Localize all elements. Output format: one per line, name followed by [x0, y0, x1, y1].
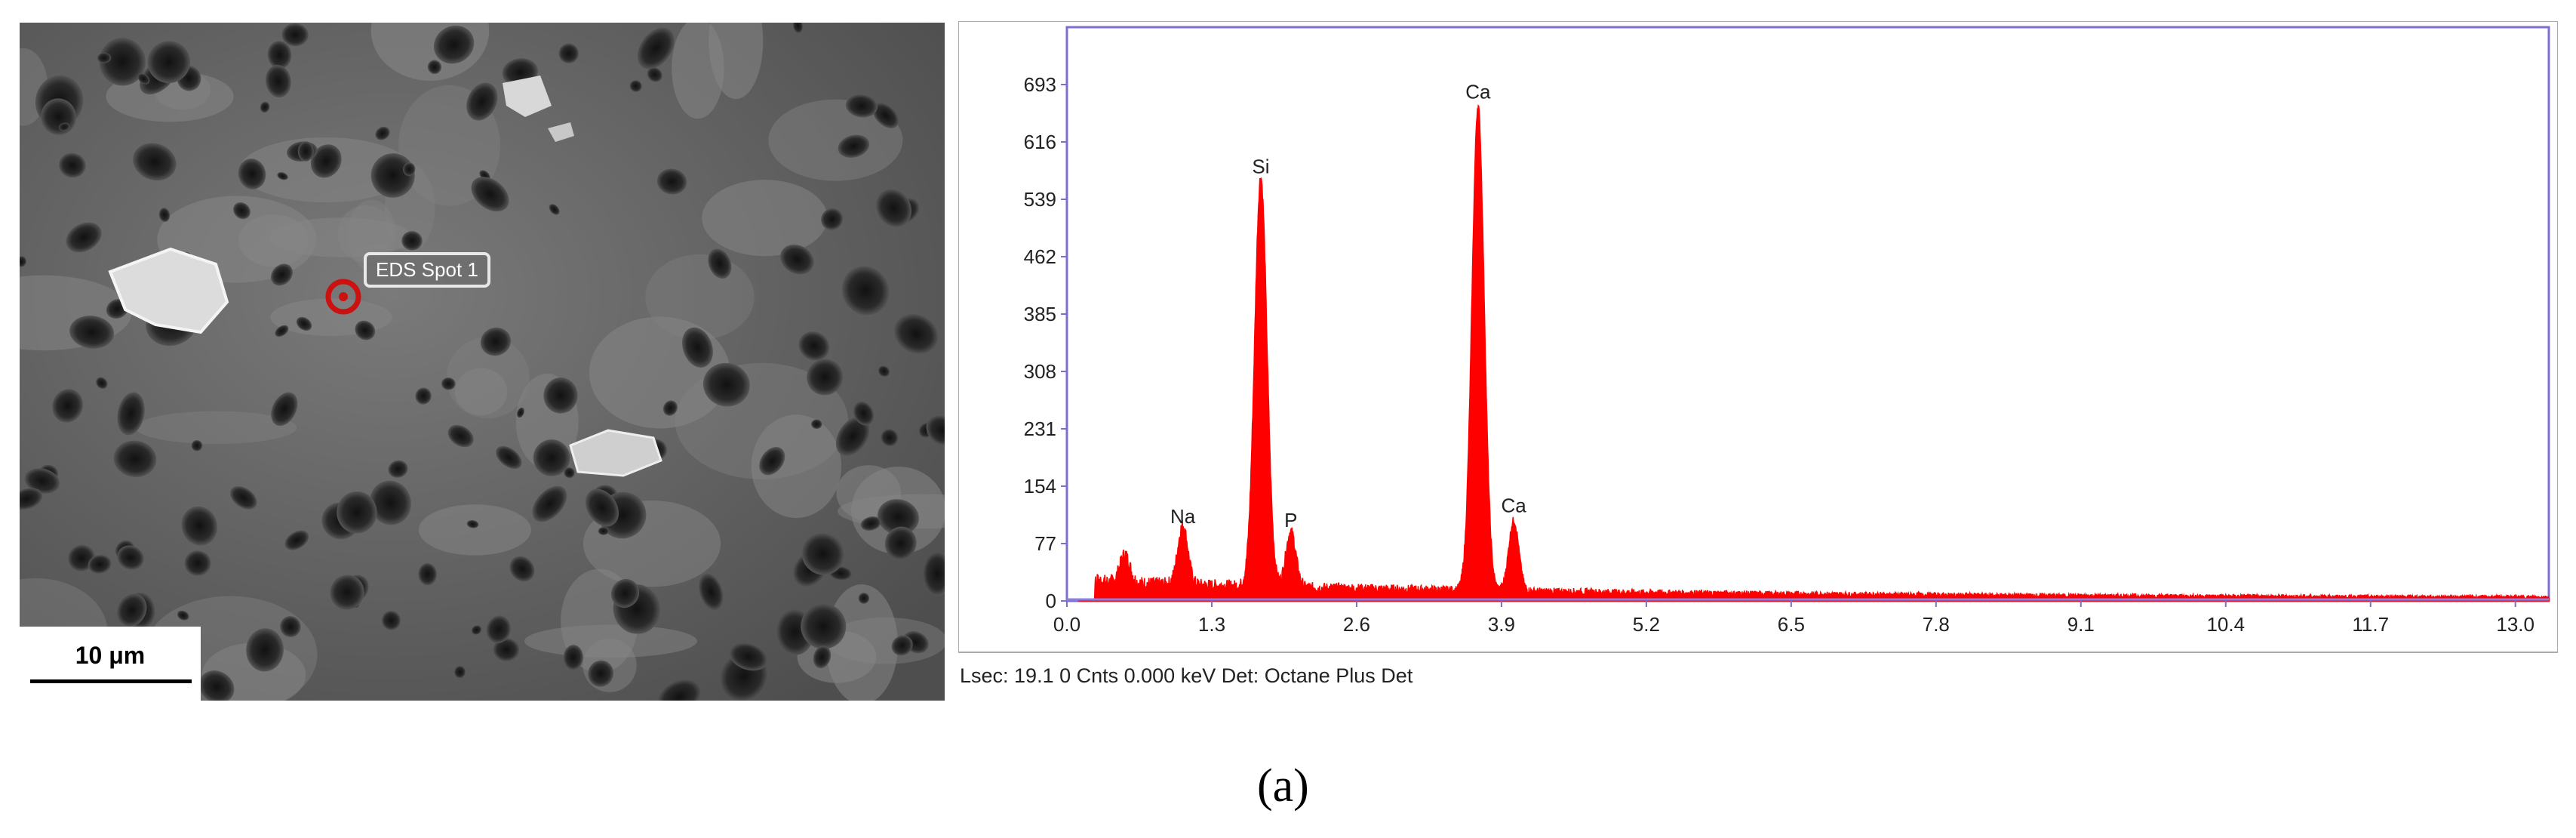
x-tick-label: 7.8	[1923, 613, 1950, 636]
scale-bar-line	[30, 679, 192, 683]
eds-spot-marker-icon	[325, 279, 361, 315]
eds-spot-label: EDS Spot 1	[364, 252, 490, 288]
spectrum-area	[1077, 103, 2550, 602]
peak-label-ca: Ca	[1465, 81, 1491, 103]
peak-label-p: P	[1284, 509, 1297, 531]
sem-texture	[20, 23, 945, 701]
y-tick-label: 154	[1024, 475, 1056, 498]
y-tick-label: 539	[1024, 188, 1056, 211]
y-tick-label: 693	[1024, 73, 1056, 96]
peak-label-si: Si	[1252, 155, 1269, 177]
x-tick-label: 3.9	[1488, 613, 1515, 636]
peak-label-na: Na	[1170, 505, 1196, 528]
x-tick-label: 1.3	[1198, 613, 1225, 636]
y-tick-label: 308	[1024, 360, 1056, 383]
x-tick-label: 9.1	[2067, 613, 2095, 636]
scale-bar-label: 10 μm	[75, 642, 146, 669]
eds-spectrum-chart: Na Si P Ca Ca 0.0 1.3 2.6 3.9 5.2 6.5 7.8 9.1 10.4 11…	[958, 21, 2558, 653]
x-tick-label: 5.2	[1633, 613, 1660, 636]
y-tick-label: 616	[1024, 131, 1056, 153]
y-tick-label: 385	[1024, 303, 1056, 325]
y-tick-label: 77	[1034, 532, 1056, 555]
x-tick-label: 13.0	[2496, 613, 2535, 636]
sem-micrograph: EDS Spot 1 10 μm	[20, 23, 945, 701]
x-tick-label: 2.6	[1343, 613, 1370, 636]
x-tick-label: 10.4	[2206, 613, 2245, 636]
y-tick-label: 462	[1024, 245, 1056, 268]
scale-bar: 10 μm	[20, 627, 201, 701]
x-tick-label: 6.5	[1778, 613, 1805, 636]
spectrum-status-line: Lsec: 19.1 0 Cnts 0.000 keV Det: Octane …	[960, 664, 1413, 687]
spectrum-fill	[1067, 103, 2550, 602]
x-tick-label: 11.7	[2352, 613, 2389, 636]
x-axis-ticks: 0.0 1.3 2.6 3.9 5.2 6.5 7.8 9.1 10.4 11.7 13.0	[1053, 601, 2535, 636]
x-tick-label: 0.0	[1053, 613, 1081, 636]
y-axis-ticks: 0 77 154 231 308 385 462 539 616 693	[1024, 73, 1067, 612]
peak-labels: Na Si P Ca Ca	[1170, 81, 1526, 532]
y-tick-label: 0	[1046, 590, 1056, 612]
peak-label-ca: Ca	[1502, 494, 1527, 516]
y-tick-label: 231	[1024, 417, 1056, 440]
figure-caption: (a)	[1257, 760, 1309, 812]
plot-area-frame	[1065, 26, 2550, 602]
